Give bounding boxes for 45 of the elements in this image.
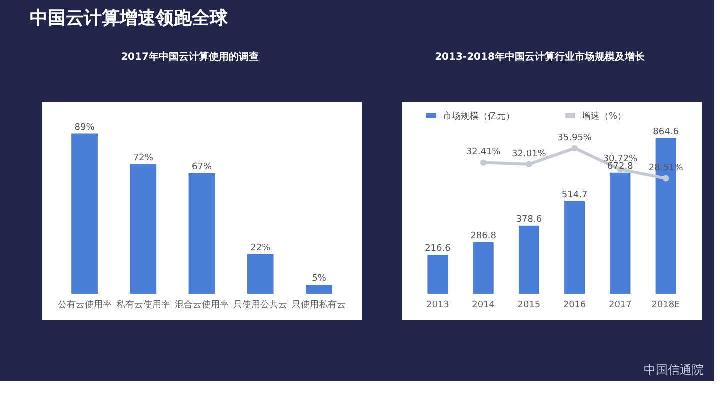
x-tick-label: 2015 (518, 300, 541, 310)
point (662, 175, 670, 182)
bar (610, 172, 631, 294)
data-label: 216.6 (425, 244, 452, 254)
x-tick-label: 私有云使用率 (116, 300, 170, 310)
bar (72, 134, 98, 294)
x-tick-label: 2013 (426, 300, 450, 310)
data-label: 22% (250, 243, 272, 254)
point (526, 161, 532, 168)
text: 中国信通院 (644, 363, 704, 377)
data-label: 864.6 (653, 127, 680, 138)
data-label: 35.95% (558, 133, 592, 144)
x-tick-label: 混合云使用率 (175, 300, 229, 310)
bar (247, 254, 274, 294)
chart-title: 2017年中国云计算使用的调查 (121, 51, 259, 63)
x-tick-label: 2016 (563, 300, 587, 310)
chart-title: 2013-2018年中国云计算行业市场规模及增长 (435, 51, 646, 63)
data-label: 32.41% (466, 148, 502, 158)
x-tick-label: 2014 (472, 300, 496, 310)
legend-label: 市场规模（亿元） (443, 110, 515, 122)
x-tick-label: 只使用公共云 (234, 300, 288, 310)
x-tick-label: 2017 (608, 300, 632, 310)
text: 中国云计算增速领跑全球 (30, 8, 229, 29)
bar (518, 226, 540, 294)
data-label: 67% (192, 162, 212, 172)
x-tick-label: 只使用私有云 (292, 300, 346, 310)
bar (130, 164, 157, 294)
x-tick-label: 2018E (652, 300, 681, 310)
data-label: 89% (74, 122, 96, 133)
data-label: 672.8 (608, 162, 634, 172)
bar (428, 255, 448, 294)
data-label: 378.6 (516, 214, 542, 225)
bar (188, 173, 216, 294)
bar (306, 285, 332, 294)
point (572, 145, 578, 152)
x-tick-label: 公有云使用率 (58, 300, 112, 310)
point (480, 160, 487, 166)
data-label: 5% (312, 274, 327, 284)
data-label: 514.7 (562, 190, 588, 200)
data-label: 286.8 (470, 231, 497, 242)
bar (564, 201, 586, 294)
bar (473, 242, 494, 294)
legend-label: 增速（%） (581, 110, 627, 122)
data-label: 72% (133, 153, 154, 164)
data-label: 32.01% (512, 149, 547, 160)
